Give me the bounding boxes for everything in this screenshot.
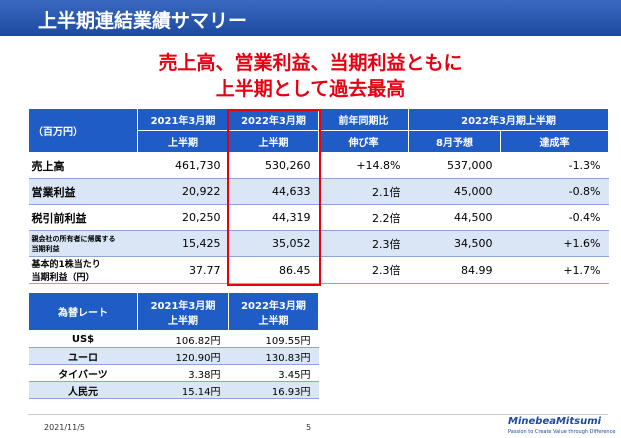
value-cell: 120.90円: [137, 347, 229, 365]
value-cell: 109.55円: [228, 330, 319, 348]
data-row: 営業利益 20,922 44,633 2.1倍 45,000 -0.8%: [28, 178, 609, 205]
header-row: （百万円） 2021年3月期 2022年3月期 前年同期比 2022年3月期上半期: [28, 108, 610, 153]
highlight-box: [227, 109, 321, 286]
value-cell: -0.4%: [500, 204, 609, 231]
data-row: US$ 106.82円 109.55円: [28, 330, 319, 348]
data-row: 売上高 461,730 530,260 +14.8% 537,000 -1.3%: [28, 152, 609, 179]
header-line: 上半期: [258, 315, 289, 327]
label-line: 税引前利益: [31, 211, 87, 225]
label-line: 基本的1株当たり: [31, 260, 101, 270]
row-label: US$: [28, 330, 138, 348]
value-cell: 16.93円: [228, 381, 319, 399]
header-line: 2021年3月期: [150, 300, 216, 312]
value-cell: 37.77: [137, 256, 229, 284]
value-cell: 2.2倍: [318, 204, 409, 231]
rate-table: 為替レート 2021年3月期 上半期 2022年3月期 上半期 US$ 106.82円 109…: [28, 292, 319, 399]
label-line: 当期利益: [31, 244, 60, 253]
slide-title: 上半期連結業績サマリー: [38, 10, 248, 32]
row-label: 基本的1株当たり 当期利益（円）: [28, 256, 138, 284]
value-cell: 34,500: [408, 230, 501, 257]
data-row: 親会社の所有者に帰属する 当期利益 15,425 35,052 2.3倍 34,500 +1…: [28, 230, 609, 257]
value-cell: -0.8%: [500, 178, 609, 205]
date: 2021/11/5: [44, 423, 86, 432]
header-cell: 8月予想: [408, 130, 501, 153]
header-cell: 上半期: [137, 130, 229, 153]
value-cell: 2.3倍: [318, 256, 409, 284]
headline: 上半期として過去最高: [215, 78, 406, 100]
value-cell: 106.82円: [137, 330, 229, 348]
data-row: 人民元 15.14円 16.93円: [28, 381, 319, 399]
page-number: 5: [306, 423, 312, 432]
value-cell: 44,633: [228, 178, 319, 205]
header-row: 上半期 上半期 伸び率 8月予想 達成率: [29, 130, 610, 153]
header-cell: 達成率: [499, 130, 610, 153]
footer-line: [28, 414, 608, 415]
value-cell: 20,250: [137, 204, 229, 231]
value-cell: 3.45円: [228, 364, 319, 382]
value-cell: 15,425: [137, 230, 229, 257]
value-cell: 44,500: [408, 204, 501, 231]
header-cell: 為替レート: [28, 292, 138, 331]
label-line: 営業利益: [31, 185, 76, 199]
value-cell: 2.1倍: [318, 178, 409, 205]
row-label: 売上高: [28, 152, 138, 179]
header-line: 上半期: [168, 315, 198, 327]
header-bar: [0, 0, 621, 36]
header-row: 為替レート 2021年3月期 上半期 2022年3月期 上半期: [28, 292, 319, 331]
value-cell: 84.99: [408, 256, 501, 284]
data-row: 基本的1株当たり 当期利益（円） 37.77 86.45 2.3倍 84.99 +1.7%: [28, 256, 609, 284]
header-cell: 2021年3月期 上半期: [137, 292, 229, 331]
label-line: 売上高: [31, 159, 65, 173]
value-cell: 3.38円: [137, 364, 229, 382]
header-cell: 伸び率: [318, 130, 409, 153]
header-cell: 2022年3月期上半期: [228, 292, 319, 331]
value-cell: +1.6%: [500, 230, 609, 257]
tagline: Passion to Create Value through Differen…: [508, 429, 616, 435]
value-cell: 20,922: [137, 178, 229, 205]
value-cell: 35,052: [228, 230, 319, 257]
row-label: タイバーツ: [28, 364, 138, 382]
row-label: 人民元: [28, 381, 138, 399]
results-table: （百万円） 2021年3月期 2022年3月期 前年同期比 2022年3月期上半期 上半期…: [28, 108, 610, 284]
value-cell: 86.45: [228, 256, 319, 284]
data-row: タイバーツ 3.38円 3.45円: [28, 364, 319, 382]
value-cell: -1.3%: [500, 152, 609, 179]
header-cell: 2022年3月期上半期: [407, 108, 610, 131]
value-cell: +14.8%: [318, 152, 409, 179]
header-cell: （百万円）: [28, 108, 138, 153]
header-cell: 前年同期比: [318, 108, 409, 131]
value-cell: 45,000: [408, 178, 501, 205]
label-line: 当期利益（円）: [31, 273, 95, 283]
row-label: ユーロ: [28, 347, 138, 365]
value-cell: 15.14円: [137, 381, 229, 399]
value-cell: +1.7%: [500, 256, 609, 284]
header-cell: 2021年3月期: [137, 108, 229, 131]
row-label: 営業利益: [28, 178, 138, 205]
value-cell: 461,730: [137, 152, 229, 179]
row-label: 親会社の所有者に帰属する 当期利益: [28, 230, 138, 257]
logo: MinebeaMitsumi: [508, 416, 602, 427]
header-line: 2022年3月期: [241, 300, 306, 312]
label-line: 親会社の所有者に帰属する: [31, 234, 116, 243]
value-cell: 530,260: [228, 152, 319, 179]
data-row: 税引前利益 20,250 44,319 2.2倍 44,500 -0.4%: [28, 204, 609, 231]
value-cell: 537,000: [408, 152, 501, 179]
data-row: ユーロ 120.90円 130.83円: [28, 347, 319, 365]
value-cell: 2.3倍: [318, 230, 409, 257]
headline: 売上高、営業利益、当期利益ともに: [158, 52, 463, 74]
value-cell: 44,319: [228, 204, 319, 231]
row-label: 税引前利益: [28, 204, 138, 231]
value-cell: 130.83円: [228, 347, 319, 365]
